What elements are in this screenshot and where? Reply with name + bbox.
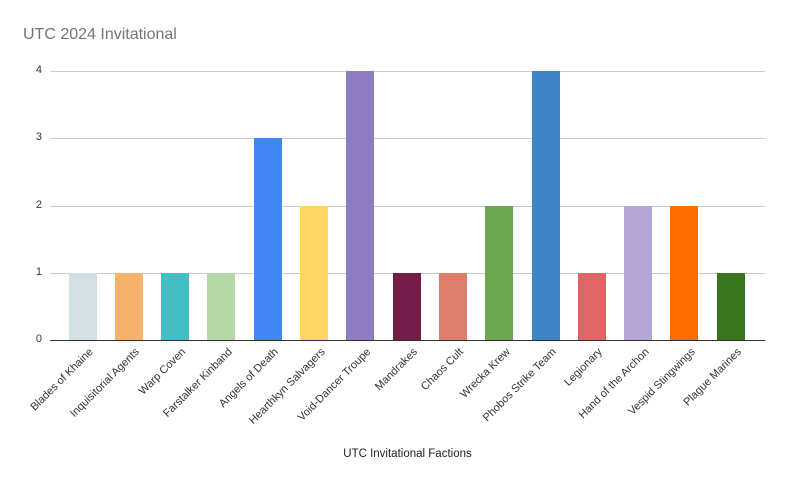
bar[interactable] (438, 272, 467, 340)
bar[interactable] (68, 272, 97, 340)
y-axis-label: 1 (35, 265, 42, 278)
bar[interactable] (114, 272, 143, 340)
x-axis-label: Mandrakes (373, 346, 421, 393)
gridline (50, 205, 765, 207)
bar[interactable] (300, 205, 328, 340)
x-axis-label: Legionary (562, 346, 606, 389)
y-axis-label: 4 (35, 64, 42, 76)
bar[interactable] (253, 138, 282, 340)
bar[interactable] (577, 272, 606, 340)
x-axis-title: UTC Invitational Factions (343, 448, 472, 460)
x-axis-baseline (50, 340, 765, 341)
y-axis-label: 3 (35, 131, 42, 144)
bar[interactable] (161, 272, 190, 340)
bar[interactable] (716, 272, 745, 340)
x-axis-label: Chaos Cult (419, 346, 467, 393)
chart-title: UTC 2024 Invitational (23, 26, 177, 43)
y-axis-label: 0 (35, 333, 42, 345)
bar[interactable] (670, 205, 699, 340)
gridline (50, 138, 765, 140)
bar[interactable] (485, 205, 514, 340)
y-axis-label: 2 (35, 198, 42, 211)
bar[interactable] (624, 205, 653, 340)
bar[interactable] (346, 71, 375, 340)
bar[interactable] (207, 272, 236, 340)
plot-area (50, 71, 765, 341)
bar[interactable] (531, 71, 560, 340)
bar[interactable] (392, 272, 421, 340)
gridline (50, 71, 765, 72)
